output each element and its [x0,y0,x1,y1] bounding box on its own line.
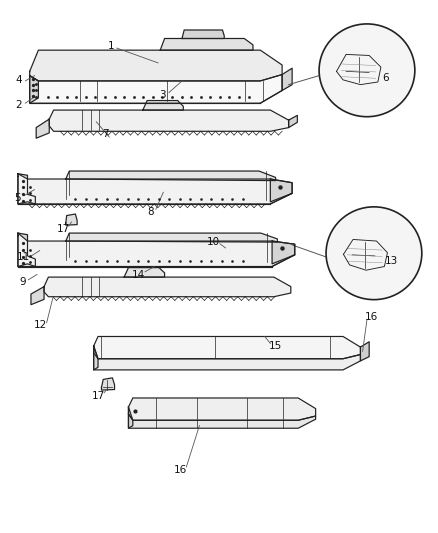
Polygon shape [66,171,276,181]
Text: 15: 15 [269,341,282,351]
Text: 14: 14 [132,270,145,280]
Polygon shape [128,407,133,428]
Text: 12: 12 [34,320,47,330]
Text: 1: 1 [108,41,114,51]
Text: 11: 11 [17,253,30,262]
Polygon shape [36,119,49,138]
Polygon shape [30,76,39,103]
Polygon shape [272,241,295,264]
Polygon shape [94,346,98,370]
Ellipse shape [326,207,422,300]
Text: 9: 9 [19,277,25,287]
Text: 6: 6 [382,73,389,83]
Polygon shape [18,174,292,204]
Text: 5: 5 [14,192,21,203]
Text: 17: 17 [92,391,105,401]
Text: 10: 10 [207,237,220,247]
Polygon shape [270,179,292,202]
Polygon shape [94,346,360,370]
Text: 16: 16 [174,465,187,475]
Polygon shape [102,378,115,390]
Text: 16: 16 [365,312,378,322]
Ellipse shape [319,24,415,117]
Polygon shape [360,342,369,361]
Polygon shape [160,38,253,50]
Text: 8: 8 [147,207,154,217]
Polygon shape [18,174,35,204]
Polygon shape [182,30,224,38]
Polygon shape [128,398,316,420]
Polygon shape [289,115,297,127]
Text: 17: 17 [57,224,70,235]
Polygon shape [66,214,77,225]
Text: 3: 3 [159,90,166,100]
Polygon shape [124,268,165,277]
Polygon shape [94,336,360,359]
Polygon shape [66,233,277,242]
Polygon shape [30,75,282,103]
Text: 7: 7 [102,130,108,140]
Text: 2: 2 [15,100,22,110]
Polygon shape [143,101,184,110]
Polygon shape [18,233,295,266]
Polygon shape [18,233,35,266]
Polygon shape [31,287,44,305]
Polygon shape [49,110,289,131]
Text: 13: 13 [385,256,398,266]
Polygon shape [128,414,316,428]
Polygon shape [30,50,282,81]
Polygon shape [44,277,291,297]
Polygon shape [282,68,292,91]
Text: 4: 4 [15,75,22,85]
